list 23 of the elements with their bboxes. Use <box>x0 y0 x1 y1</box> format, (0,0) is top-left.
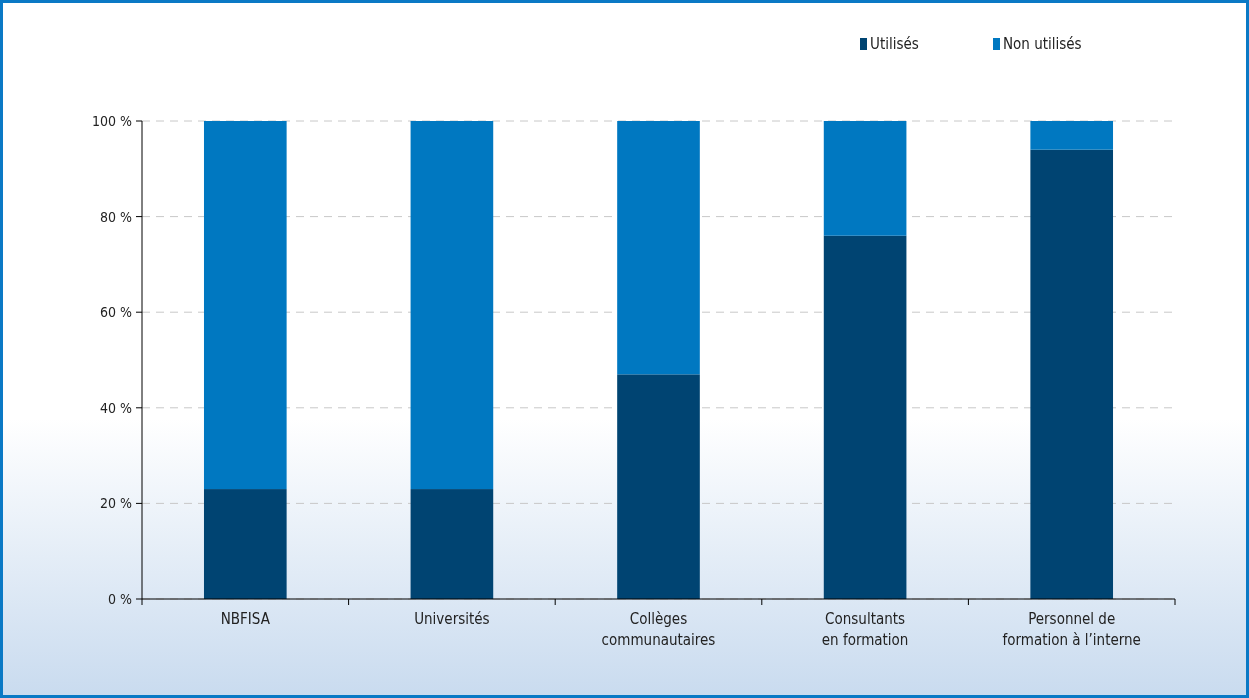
x-tick-label: NBFISA <box>220 610 271 628</box>
y-tick-label: 40 % <box>100 399 133 416</box>
bar <box>410 489 494 599</box>
legend-label: Utilisés <box>870 35 919 53</box>
bar <box>203 489 287 599</box>
bar <box>203 121 287 490</box>
y-tick-label: 80 % <box>100 208 133 225</box>
bar <box>617 121 700 375</box>
y-tick-label: 60 % <box>100 304 133 321</box>
y-tick-label: 0 % <box>108 590 133 607</box>
bar <box>823 235 907 599</box>
x-tick-label: Universités <box>414 610 490 628</box>
bar <box>410 121 494 490</box>
bar <box>617 374 700 599</box>
x-tick-label: Collèges communautaires <box>601 610 716 649</box>
x-tick-label: Consultants en formation <box>821 610 909 649</box>
bar <box>1030 121 1114 150</box>
y-tick-label: 20 % <box>100 495 133 512</box>
x-tick-label: Personnel de formation à l’interne <box>1002 610 1141 649</box>
legend-label: Non utilisés <box>1003 35 1082 53</box>
y-tick-label: 100 % <box>91 112 133 129</box>
bar <box>1030 149 1114 599</box>
bar <box>823 121 907 236</box>
